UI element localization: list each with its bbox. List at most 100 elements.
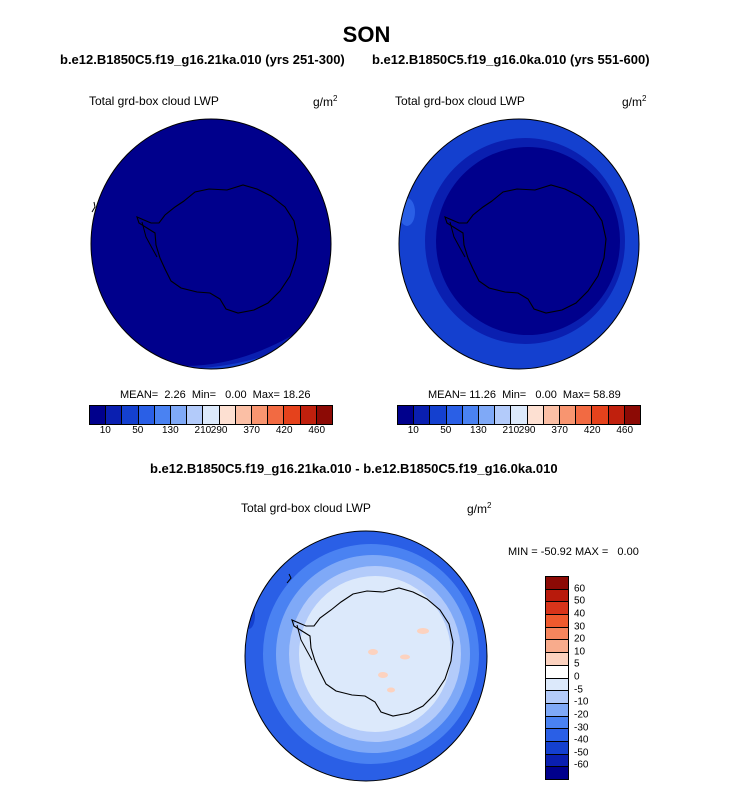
- difference-colorbar: [545, 576, 569, 780]
- difference-colorbar-tick-label: 5: [574, 658, 580, 670]
- right-colorbar-tick-label: 460: [616, 425, 634, 436]
- difference-colorbar-swatch: [546, 653, 568, 666]
- left-panel-units: g/m2: [313, 94, 338, 109]
- left-colorbar-swatch: [203, 406, 220, 424]
- difference-colorbar-swatch: [546, 716, 568, 730]
- difference-min-max: MIN = -50.92 MAX = 0.00: [508, 546, 639, 558]
- difference-pink-patch-3: [400, 654, 410, 660]
- difference-colorbar-tick-label: -10: [574, 696, 589, 708]
- right-colorbar-swatch: [446, 406, 463, 424]
- difference-colorbar-tick-label: 50: [574, 595, 586, 607]
- right-colorbar-tick-label: 290: [518, 425, 536, 436]
- right-colorbar-swatch: [511, 406, 528, 424]
- difference-colorbar-swatch: [546, 754, 568, 768]
- difference-colorbar-swatch: [546, 703, 568, 717]
- left-colorbar-swatch: [268, 406, 285, 424]
- right-colorbar-tick-label: 420: [583, 425, 601, 436]
- left-colorbar-tick-label: 130: [161, 425, 179, 436]
- difference-colorbar-tick-label: 40: [574, 608, 586, 620]
- difference-colorbar-ticks: 60 50 40 30 20 10 5 0 -5 -10 -20 -30 -40 -50 -60: [574, 576, 604, 778]
- left-colorbar-tick-label: 460: [308, 425, 326, 436]
- left-colorbar-tick-label: 210: [194, 425, 212, 436]
- difference-colorbar-swatch: [546, 767, 568, 779]
- right-colorbar-tick-label: 130: [469, 425, 487, 436]
- left-colorbar-swatch: [316, 406, 333, 424]
- difference-colorbar-tick-label: -30: [574, 722, 589, 733]
- difference-colorbar-tick-label: -20: [574, 709, 589, 721]
- difference-pink-patch-5: [387, 687, 395, 693]
- right-colorbar-swatch: [398, 406, 415, 424]
- difference-colorbar-tick-label: -60: [574, 759, 589, 771]
- left-colorbar-swatch: [90, 406, 107, 424]
- right-colorbar-swatch: [608, 406, 625, 424]
- difference-variable-label: Total grd-box cloud LWP: [241, 501, 371, 515]
- difference-colorbar-tick-label: -50: [574, 747, 589, 759]
- left-colorbar-swatch: [252, 406, 269, 424]
- left-colorbar-swatch: [106, 406, 123, 424]
- difference-colorbar-swatch: [546, 602, 568, 616]
- left-colorbar-swatch: [154, 406, 172, 424]
- right-colorbar-swatch: [430, 406, 447, 424]
- difference-colorbar-tick-label: 20: [574, 633, 586, 645]
- left-colorbar-swatch: [187, 406, 204, 424]
- right-colorbar-swatch: [624, 406, 641, 424]
- difference-pink-patch-1: [417, 628, 429, 634]
- left-panel-variable-label: Total grd-box cloud LWP: [89, 94, 219, 108]
- left-colorbar-swatch: [235, 406, 253, 424]
- right-colorbar-swatch: [543, 406, 561, 424]
- right-colorbar-swatch: [495, 406, 512, 424]
- left-colorbar-tick-label: 370: [243, 425, 260, 436]
- difference-colorbar-tick-label: 0: [574, 671, 580, 683]
- difference-colorbar-swatch: [546, 729, 568, 742]
- left-map-antarctica-coastline: [136, 184, 299, 314]
- left-panel-case-title: b.e12.B1850C5.f19_g16.21ka.010 (yrs 251-…: [60, 52, 345, 67]
- right-panel-units: g/m2: [622, 94, 647, 109]
- difference-colorbar-swatch: [546, 691, 568, 704]
- right-map-antarctica-coastline: [444, 184, 607, 314]
- difference-colorbar-tick-label: -40: [574, 734, 589, 746]
- difference-colorbar-swatch: [546, 665, 568, 679]
- right-colorbar-swatch: [560, 406, 577, 424]
- difference-colorbar-tick-label: 30: [574, 621, 586, 632]
- left-colorbar-tick-label: 290: [210, 425, 228, 436]
- right-colorbar: 10 50 130 210 290 370 420 460: [397, 405, 641, 439]
- right-colorbar-tick-label: 10: [407, 425, 419, 436]
- right-colorbar-swatch: [462, 406, 480, 424]
- difference-title: b.e12.B1850C5.f19_g16.21ka.010 - b.e12.B…: [150, 461, 558, 476]
- difference-colorbar-tick-label: 60: [574, 583, 586, 595]
- left-colorbar-tick-label: 50: [132, 425, 144, 436]
- left-colorbar-swatch: [219, 406, 236, 424]
- right-colorbar-swatch: [576, 406, 593, 424]
- left-colorbar-swatch: [284, 406, 301, 424]
- difference-units: g/m2: [467, 501, 492, 516]
- left-colorbar: 10 50 130 210 290 370 420 460: [89, 405, 333, 439]
- difference-pink-patch-2: [368, 649, 378, 655]
- right-colorbar-tick-label: 370: [551, 425, 568, 436]
- right-colorbar-swatch: [414, 406, 431, 424]
- right-panel-stats: MEAN= 11.26 Min= 0.00 Max= 58.89: [428, 389, 621, 401]
- left-colorbar-tick-label: 10: [99, 425, 111, 436]
- left-colorbar-tick-label: 420: [275, 425, 293, 436]
- right-panel-variable-label: Total grd-box cloud LWP: [395, 94, 525, 108]
- difference-polar-map: [244, 530, 488, 782]
- figure-title: SON: [342, 22, 391, 47]
- difference-pink-patch-4: [378, 672, 388, 678]
- right-colorbar-tick-label: 210: [502, 425, 520, 436]
- right-colorbar-swatch: [479, 406, 496, 424]
- difference-colorbar-swatch: [546, 589, 568, 603]
- right-colorbar-tick-label: 50: [440, 425, 452, 436]
- left-colorbar-swatch: [138, 406, 155, 424]
- right-polar-map: [398, 118, 640, 370]
- difference-colorbar-swatch: [546, 741, 568, 755]
- difference-colorbar-swatch: [546, 577, 568, 590]
- difference-antarctica-coastline: [291, 587, 454, 717]
- difference-colorbar-tick-label: 10: [574, 646, 586, 658]
- right-map-edge-highlight: [399, 198, 415, 226]
- difference-colorbar-swatch: [546, 627, 568, 641]
- right-panel-case-title: b.e12.B1850C5.f19_g16.0ka.010 (yrs 551-6…: [372, 52, 650, 67]
- left-panel-stats: MEAN= 2.26 Min= 0.00 Max= 18.26: [120, 389, 311, 401]
- difference-colorbar-tick-label: -5: [574, 684, 583, 696]
- right-colorbar-swatch: [592, 406, 609, 424]
- left-colorbar-swatch: [171, 406, 188, 424]
- difference-colorbar-swatch: [546, 615, 568, 628]
